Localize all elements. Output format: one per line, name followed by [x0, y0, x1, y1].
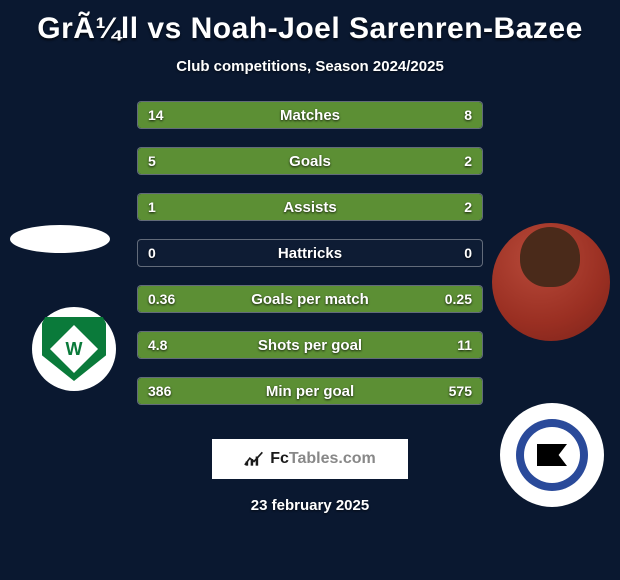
- logo-text: FcTables.com: [270, 450, 376, 468]
- stat-row: 12Assists: [137, 193, 483, 221]
- stat-row: 52Goals: [137, 147, 483, 175]
- stat-bar-left: [138, 102, 358, 128]
- stat-bar-left: [138, 332, 241, 358]
- stat-row: 0.360.25Goals per match: [137, 285, 483, 313]
- stat-bar-right: [252, 194, 482, 220]
- stat-row: 148Matches: [137, 101, 483, 129]
- comparison-bars: 148Matches 52Goals 12Assists 0 0Hattricks 0.3…: [137, 101, 483, 423]
- stat-bar-right: [241, 332, 482, 358]
- stat-value-left: 0: [138, 240, 166, 266]
- stat-row: 0 0Hattricks: [137, 239, 483, 267]
- stat-bar-right: [382, 148, 482, 174]
- stat-row: 4.811Shots per goal: [137, 331, 483, 359]
- fctables-logo: FcTables.com: [212, 439, 408, 479]
- arminia-bielefeld-icon: [516, 419, 588, 491]
- page-title: GrÃ¼ll vs Noah-Joel Sarenren-Bazee: [0, 0, 620, 46]
- stat-bar-left: [138, 194, 252, 220]
- chart-icon: [244, 451, 264, 467]
- stat-row: 386575Min per goal: [137, 377, 483, 405]
- werder-bremen-icon: W: [42, 317, 106, 381]
- player-right-crest: [500, 403, 604, 507]
- player-right-avatar: [492, 223, 610, 341]
- player-left-avatar: [10, 225, 110, 253]
- stat-value-right: 0: [454, 240, 482, 266]
- stat-bar-left: [138, 148, 382, 174]
- stat-label: Hattricks: [138, 240, 482, 266]
- page-subtitle: Club competitions, Season 2024/2025: [0, 58, 620, 75]
- stat-bar-right: [341, 286, 482, 312]
- stat-bar-right: [276, 378, 482, 404]
- stat-bar-left: [138, 286, 341, 312]
- comparison-panel: W 148Matches52Goals12Assists00Hattricks0…: [0, 101, 620, 421]
- player-left-crest: W: [32, 307, 116, 391]
- stat-bar-left: [138, 378, 276, 404]
- stat-bar-right: [358, 102, 482, 128]
